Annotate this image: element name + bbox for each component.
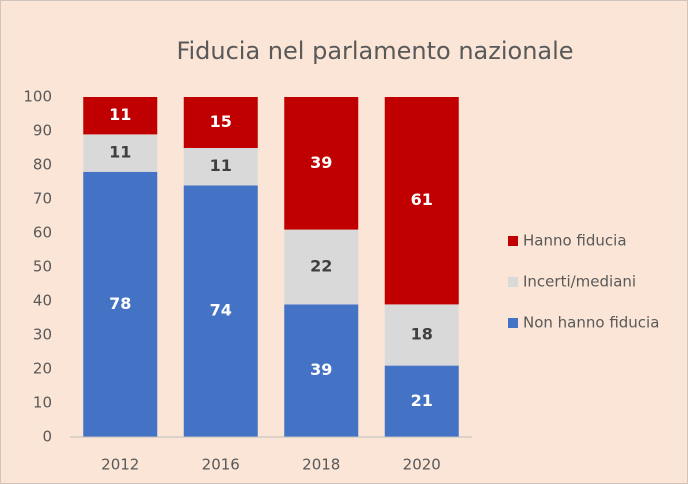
legend-label: Incerti/mediani xyxy=(523,273,636,291)
y-tick-label: 30 xyxy=(33,326,52,344)
data-label: 74 xyxy=(210,301,232,320)
y-tick-label: 100 xyxy=(23,88,52,106)
bar-segment xyxy=(183,185,258,437)
x-tick-label: 2012 xyxy=(101,456,139,474)
bar-segment xyxy=(384,304,459,366)
data-label: 18 xyxy=(411,325,433,344)
bar-segment xyxy=(284,97,359,230)
legend-swatch xyxy=(508,277,518,287)
data-label: 78 xyxy=(109,294,131,313)
bar-segment xyxy=(284,229,359,305)
data-label: 22 xyxy=(310,257,332,276)
x-tick-label: 2018 xyxy=(302,456,340,474)
y-tick-label: 80 xyxy=(33,156,52,174)
bar-segment xyxy=(284,304,359,437)
legend-swatch xyxy=(508,318,518,328)
x-tick-label: 2016 xyxy=(202,456,240,474)
data-label: 11 xyxy=(109,143,131,162)
y-tick-label: 70 xyxy=(33,190,52,208)
bar-segment xyxy=(183,97,258,148)
y-tick-label: 40 xyxy=(33,292,52,310)
data-label: 39 xyxy=(310,153,332,172)
data-label: 39 xyxy=(310,360,332,379)
data-label: 61 xyxy=(411,190,433,209)
y-tick-label: 60 xyxy=(33,224,52,242)
bar-segment xyxy=(183,148,258,186)
y-tick-label: 90 xyxy=(33,122,52,140)
data-label: 15 xyxy=(210,112,232,131)
bar-segment xyxy=(83,97,158,135)
x-tick-label: 2020 xyxy=(403,456,441,474)
legend-label: Non hanno fiducia xyxy=(523,314,659,332)
data-label: 11 xyxy=(109,105,131,124)
chart-title: Fiducia nel parlamento nazionale xyxy=(176,37,573,65)
bar-segment xyxy=(83,171,158,438)
bar-segment xyxy=(384,97,459,305)
legend-swatch xyxy=(508,236,518,246)
data-label: 21 xyxy=(411,391,433,410)
y-tick-label: 50 xyxy=(33,258,52,276)
data-label: 11 xyxy=(210,156,232,175)
bar-segment xyxy=(83,134,158,172)
bar-segment xyxy=(384,365,459,437)
y-tick-label: 20 xyxy=(33,360,52,378)
legend-label: Hanno fiducia xyxy=(523,232,627,250)
y-tick-label: 0 xyxy=(42,428,52,446)
y-tick-label: 10 xyxy=(33,394,52,412)
